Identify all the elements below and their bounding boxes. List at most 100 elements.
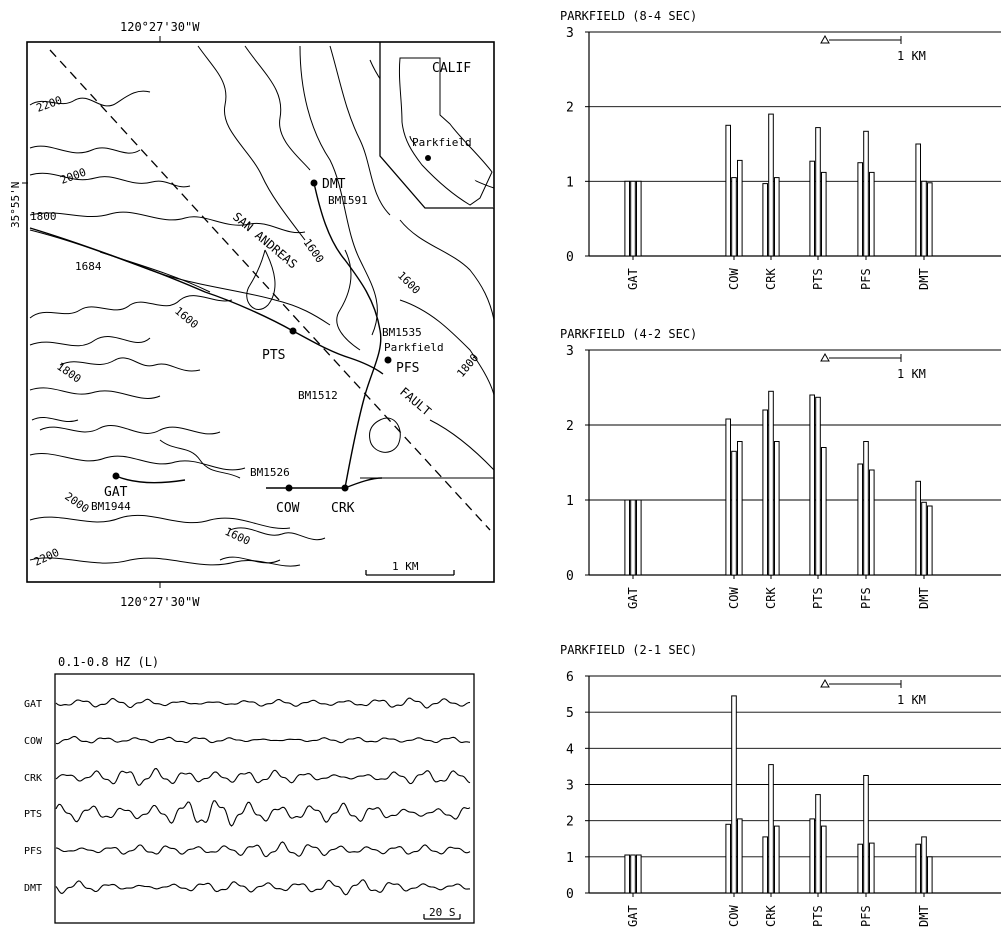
bar-dmt-2 xyxy=(921,501,927,576)
contour-label-1800-west: 1800 xyxy=(30,210,57,223)
contour-label-1600-east: 1600 xyxy=(395,269,423,297)
contour-label-1600-center: 1600 xyxy=(172,304,201,331)
bar-gat-2 xyxy=(630,499,636,576)
bar-dmt-3 xyxy=(927,182,933,257)
contour-label-1800-east: 1800 xyxy=(454,351,481,380)
bar-crk-1 xyxy=(762,409,769,576)
bar-crk-3 xyxy=(774,441,780,576)
san-andreas-fault-line xyxy=(49,49,491,531)
y-tick-label-5: 5 xyxy=(566,706,574,721)
bar-dmt-2 xyxy=(921,836,927,894)
map-latitude: 35°55'N xyxy=(9,182,22,228)
bar-chart-3: PARKFIELD (2-1 SEC) 0 1 2 3 4 5 6 1 KM GAT COW CRK P… xyxy=(560,643,1001,927)
bar-gat-3 xyxy=(636,854,642,894)
y-tick-label-2: 2 xyxy=(566,101,574,116)
bar-cow-1 xyxy=(725,124,732,257)
station-triangle-icon xyxy=(820,34,830,44)
contour-label-2000-south: 2000 xyxy=(62,490,91,516)
bar-pts-2 xyxy=(815,794,821,894)
x-tick-label-pts: PTS xyxy=(811,587,825,609)
x-tick-label-pts: PTS xyxy=(811,905,825,927)
bar-dmt-1 xyxy=(915,480,922,576)
bar-crk-3 xyxy=(774,177,780,257)
station-cow: BM1526 COW xyxy=(250,466,300,516)
seismogram-title: 0.1-0.8 HZ (L) xyxy=(58,655,159,669)
bar-pfs-2 xyxy=(863,130,869,257)
bar-chart-1: PARKFIELD (8-4 SEC) 0 1 2 3 1 KM GAT COW CRK PTS P… xyxy=(560,9,1001,290)
x-tick-label-pfs: PFS xyxy=(859,268,873,290)
x-tick-label-gat: GAT xyxy=(626,905,640,927)
map-bottom-longitude: 120°27'30"W xyxy=(120,595,200,609)
contour-label-2200-north: 2200 xyxy=(35,94,64,115)
benchmark-label-bm1944: BM1944 xyxy=(91,500,131,513)
bar-crk-2 xyxy=(768,113,774,257)
bar-dmt-3 xyxy=(927,856,933,894)
bar-dmt-1 xyxy=(915,143,922,257)
inset-label-calif: CALIF xyxy=(432,61,471,76)
station-dmt: DMT BM1591 xyxy=(310,177,368,207)
x-tick-label-gat: GAT xyxy=(626,268,640,290)
station-marker xyxy=(112,472,120,480)
bar-pts-2 xyxy=(815,127,821,257)
contour-label-1600-fault: 1600 xyxy=(301,236,327,265)
contour-label-2200-south: 2200 xyxy=(32,546,62,569)
x-tick-label-pfs: PFS xyxy=(859,587,873,609)
inset-label-parkfield: Parkfield xyxy=(412,136,472,149)
y-tick-label-2: 2 xyxy=(566,419,574,434)
seismogram-trace-pfs xyxy=(55,841,471,858)
bar-pts-1 xyxy=(809,394,816,576)
bar-pts-3 xyxy=(821,171,827,257)
bar-gat-3 xyxy=(636,180,642,257)
chart-title: PARKFIELD (4-2 SEC) xyxy=(560,327,697,341)
y-tick-label-4: 4 xyxy=(566,742,574,757)
station-triangle-icon xyxy=(820,352,830,362)
y-tick-label-3: 3 xyxy=(566,26,574,41)
y-tick-label-3: 3 xyxy=(566,344,574,359)
bar-pfs-1 xyxy=(857,162,864,257)
bar-cow-3 xyxy=(737,818,743,894)
chart-title: PARKFIELD (2-1 SEC) xyxy=(560,643,697,657)
station-marker xyxy=(384,356,392,364)
bar-crk-1 xyxy=(762,183,769,257)
bar-gat-1 xyxy=(624,854,631,894)
town-label-parkfield: Parkfield xyxy=(384,341,444,354)
y-tick-label-1: 1 xyxy=(566,494,574,509)
station-gat: GAT BM1944 xyxy=(91,472,131,513)
station-marker xyxy=(341,484,349,492)
bar-gat-1 xyxy=(624,180,631,257)
x-tick-label-dmt: DMT xyxy=(917,587,931,609)
map-scale-bar: 1 KM xyxy=(365,560,455,576)
trace-label-cow: COW xyxy=(24,736,43,747)
seismogram-trace-pts xyxy=(55,800,471,827)
bar-pts-1 xyxy=(809,160,816,257)
bar-cow-2 xyxy=(731,695,737,894)
bar-chart-2: PARKFIELD (4-2 SEC) 0 1 2 3 1 KM GAT COW CRK PTS P… xyxy=(560,327,1001,609)
bar-pfs-3 xyxy=(869,469,875,576)
inset-parkfield-marker xyxy=(425,155,431,161)
chart-title: PARKFIELD (8-4 SEC) xyxy=(560,9,697,23)
km-scale-label: 1 KM xyxy=(897,49,926,63)
y-tick-label-6: 6 xyxy=(566,670,574,685)
contour-label-1800-southwest: 1800 xyxy=(54,360,83,386)
station-pts: PTS xyxy=(262,327,297,363)
bar-pts-2 xyxy=(815,396,821,576)
seismogram-scale-label: 20 S xyxy=(429,906,456,919)
map-frame xyxy=(26,41,495,583)
bar-cow-3 xyxy=(737,159,743,257)
benchmark-label-bm1535: BM1535 xyxy=(382,326,422,339)
fault-label-fault: FAULT xyxy=(397,385,434,419)
seismogram-scale-bar: 20 S xyxy=(423,906,461,920)
station-label-dmt: DMT xyxy=(322,177,346,192)
bar-pts-1 xyxy=(809,818,816,894)
seismogram-trace-gat xyxy=(55,697,471,709)
station-label-crk: CRK xyxy=(331,501,355,516)
trace-label-pfs: PFS xyxy=(24,846,42,857)
inset-california-map: CALIF Parkfield xyxy=(379,42,494,209)
km-scale-label: 1 KM xyxy=(897,693,926,707)
y-tick-label-0: 0 xyxy=(566,887,574,902)
x-tick-label-cow: COW xyxy=(727,268,741,290)
bar-pfs-1 xyxy=(857,843,864,894)
contour-label-1684: 1684 xyxy=(75,260,102,273)
bar-gat-1 xyxy=(624,499,631,576)
